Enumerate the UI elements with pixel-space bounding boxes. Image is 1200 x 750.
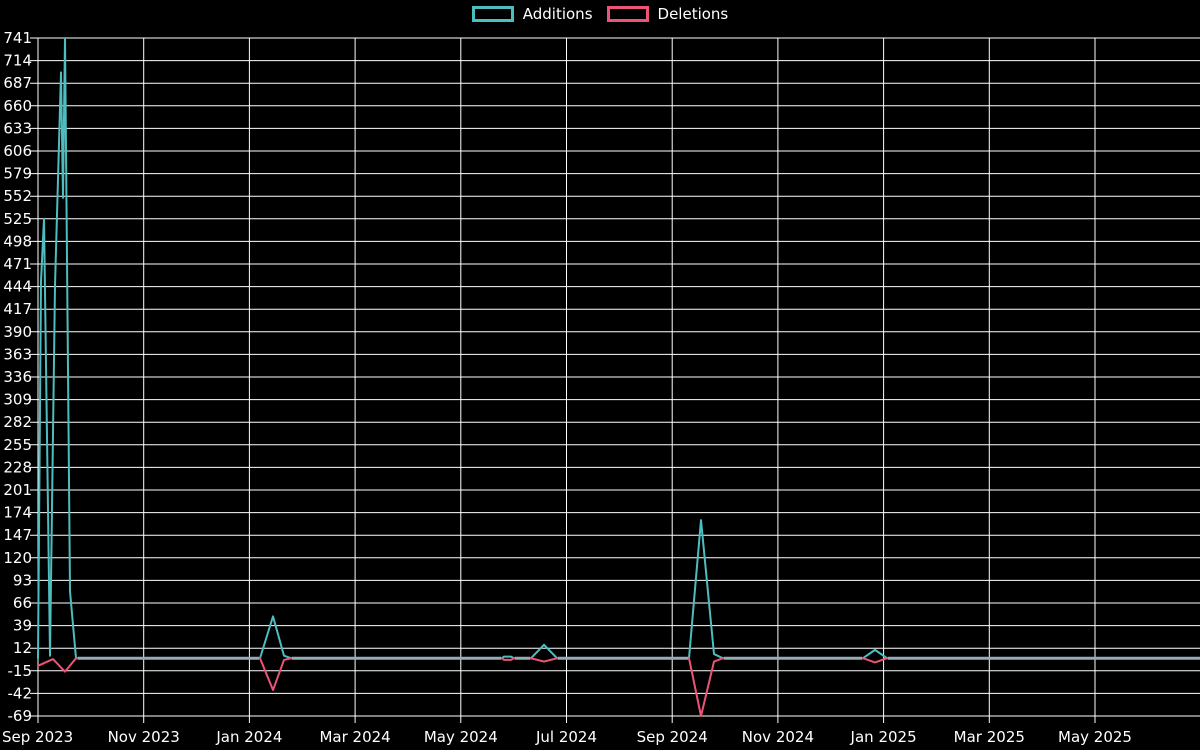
y-tick-label: 39 xyxy=(13,617,32,635)
x-tick-label: Sep 2024 xyxy=(637,728,708,746)
y-tick-label: 444 xyxy=(3,278,32,296)
y-tick-label: 228 xyxy=(3,458,32,476)
x-tick-label: Sep 2023 xyxy=(2,728,73,746)
x-tick-label: Mar 2025 xyxy=(954,728,1025,746)
deletions-swatch-icon xyxy=(606,6,649,22)
legend-label-additions: Additions xyxy=(522,4,593,23)
chart-legend: Additions Deletions xyxy=(0,6,1200,22)
legend-item-additions[interactable]: Additions xyxy=(471,4,593,23)
y-tick-label: -42 xyxy=(8,684,33,702)
y-tick-label: 93 xyxy=(13,571,32,589)
x-tick-label: Jul 2024 xyxy=(535,728,597,746)
x-tick-label: Jan 2025 xyxy=(850,728,917,746)
y-tick-label: 336 xyxy=(3,368,32,386)
y-tick-label: 471 xyxy=(3,255,32,273)
x-tick-label: Mar 2024 xyxy=(319,728,390,746)
y-tick-label: -15 xyxy=(8,662,33,680)
y-tick-label: 660 xyxy=(3,97,32,115)
x-tick-label: Nov 2024 xyxy=(742,728,814,746)
y-tick-label: 741 xyxy=(3,29,32,47)
y-tick-label: 147 xyxy=(3,526,32,544)
x-tick-label: May 2024 xyxy=(424,728,498,746)
legend-item-deletions[interactable]: Deletions xyxy=(606,4,729,23)
y-tick-label: 201 xyxy=(3,481,32,499)
y-tick-label: 525 xyxy=(3,210,32,228)
x-tick-label: Nov 2023 xyxy=(108,728,180,746)
y-tick-label: 687 xyxy=(3,74,32,92)
y-tick-label: 552 xyxy=(3,187,32,205)
additions-swatch-icon xyxy=(471,6,514,22)
y-tick-label: 498 xyxy=(3,232,32,250)
y-tick-label: 606 xyxy=(3,142,32,160)
y-tick-label: 282 xyxy=(3,413,32,431)
y-tick-label: 309 xyxy=(3,391,32,409)
y-tick-label: 579 xyxy=(3,165,32,183)
y-tick-label: 417 xyxy=(3,300,32,318)
y-tick-label: 174 xyxy=(3,504,32,522)
y-tick-label: 255 xyxy=(3,436,32,454)
x-tick-label: Jan 2024 xyxy=(215,728,282,746)
y-tick-label: 12 xyxy=(13,639,32,657)
y-tick-label: 390 xyxy=(3,323,32,341)
y-tick-label: 633 xyxy=(3,119,32,137)
y-tick-label: 66 xyxy=(13,594,32,612)
legend-label-deletions: Deletions xyxy=(657,4,729,23)
y-tick-label: 363 xyxy=(3,345,32,363)
y-tick-label: 714 xyxy=(3,52,32,70)
x-tick-label: May 2025 xyxy=(1058,728,1132,746)
y-tick-label: 120 xyxy=(3,549,32,567)
y-tick-label: -69 xyxy=(8,707,33,725)
